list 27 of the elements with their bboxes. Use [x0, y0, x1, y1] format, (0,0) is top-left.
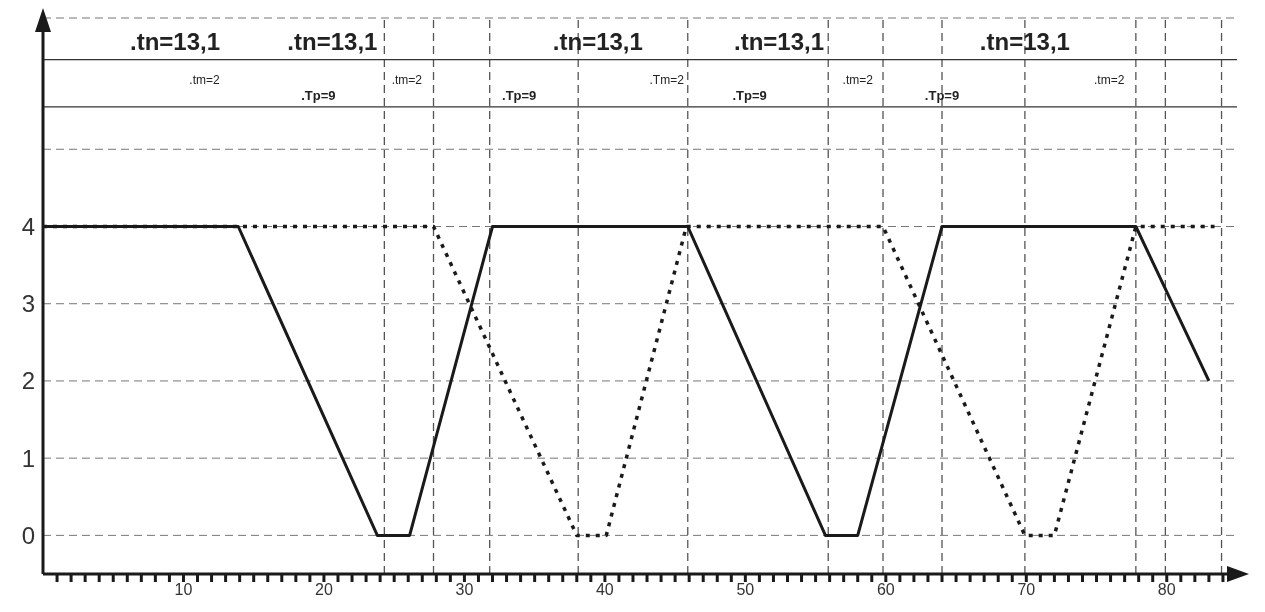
annotation: .tm=2 [1093, 73, 1125, 88]
x-tick-label: 10 [174, 581, 193, 599]
annotation: .tn=13,1 [552, 27, 643, 55]
annotation: .tn=13,1 [130, 27, 221, 55]
x-tick-label: 80 [1157, 581, 1176, 599]
annotation: .Tp=9 [502, 87, 537, 103]
x-tick-label: 30 [455, 581, 474, 599]
y-tick-label: 1 [21, 444, 35, 472]
annotation: .tn=13,1 [979, 27, 1070, 55]
annotation: .tm=2 [842, 73, 874, 88]
annotation: .Tm=2 [649, 73, 685, 88]
annotation: .Tp=9 [732, 87, 767, 103]
annotation: .tn=13,1 [734, 27, 825, 55]
annotation: .Tp=9 [924, 87, 960, 103]
annotation: .tm=2 [189, 73, 221, 88]
x-tick-label: 20 [315, 581, 333, 599]
annotation: .tn=13,1 [287, 27, 378, 55]
x-tick-label: 50 [736, 581, 755, 599]
annotation: .tm=2 [391, 73, 423, 88]
x-tick-label: 40 [595, 581, 614, 599]
annotation: .Tp=9 [301, 87, 336, 103]
y-tick-label: 4 [21, 213, 35, 241]
y-tick-label: 2 [21, 367, 35, 395]
y-tick-label: 0 [21, 521, 35, 549]
y-tick-label: 3 [21, 290, 35, 318]
x-tick-label: 60 [876, 581, 895, 599]
x-tick-label: 70 [1017, 581, 1036, 599]
